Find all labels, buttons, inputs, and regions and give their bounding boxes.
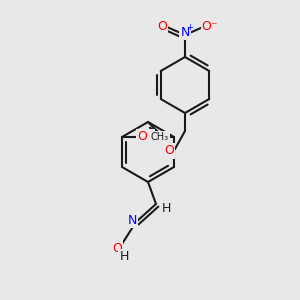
Text: CH₃: CH₃ [151,132,169,142]
Text: O⁻: O⁻ [202,20,218,34]
Text: H: H [119,250,129,263]
Text: O: O [164,145,174,158]
Text: H: H [161,202,171,214]
Text: N: N [127,214,137,226]
Text: N: N [180,26,190,38]
Text: I: I [150,130,154,143]
Text: +: + [187,23,194,32]
Text: O: O [157,20,167,34]
Text: O: O [112,242,122,254]
Text: O: O [137,130,147,143]
